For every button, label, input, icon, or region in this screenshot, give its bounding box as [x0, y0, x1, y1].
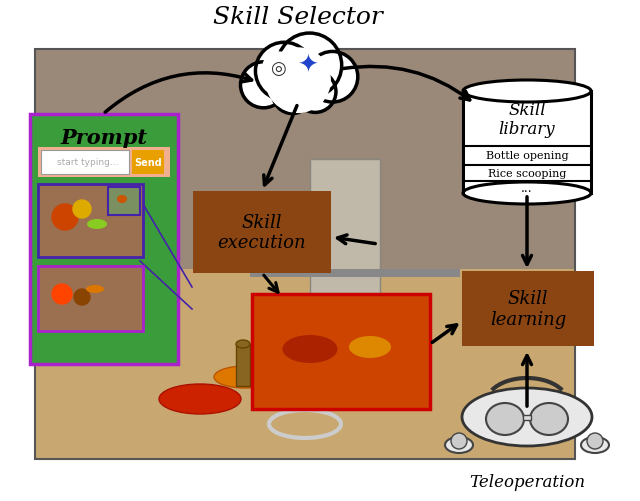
Circle shape: [294, 72, 336, 113]
Circle shape: [587, 433, 603, 449]
Bar: [108, 188, 140, 215]
Bar: [41, 151, 129, 175]
Bar: [132, 151, 164, 175]
Ellipse shape: [462, 388, 592, 446]
Bar: [252, 295, 430, 409]
Ellipse shape: [463, 183, 591, 204]
Circle shape: [241, 63, 287, 109]
Text: ✦: ✦: [298, 54, 319, 78]
Bar: [463, 92, 591, 193]
Ellipse shape: [87, 219, 107, 229]
Circle shape: [255, 43, 313, 101]
Ellipse shape: [236, 340, 250, 348]
Circle shape: [273, 75, 312, 114]
Ellipse shape: [486, 403, 524, 435]
Text: Bottle opening: Bottle opening: [486, 151, 568, 161]
Text: Prompt: Prompt: [61, 128, 147, 148]
Text: Send: Send: [134, 158, 162, 168]
Circle shape: [73, 200, 91, 218]
Ellipse shape: [214, 366, 276, 388]
Ellipse shape: [264, 371, 346, 397]
Bar: [523, 415, 531, 420]
Circle shape: [307, 52, 358, 103]
Text: ...: ...: [521, 182, 533, 195]
Circle shape: [277, 34, 342, 98]
Bar: [462, 272, 594, 346]
Text: Skill
library: Skill library: [499, 102, 556, 138]
Bar: [35, 270, 575, 459]
Bar: [38, 185, 143, 258]
Ellipse shape: [159, 384, 241, 414]
Bar: [35, 50, 575, 459]
Bar: [193, 191, 331, 274]
Bar: [310, 160, 380, 339]
Ellipse shape: [530, 403, 568, 435]
Text: Teleoperation: Teleoperation: [469, 473, 585, 490]
Text: Skill
execution: Skill execution: [218, 213, 307, 252]
Ellipse shape: [86, 286, 104, 294]
Ellipse shape: [117, 195, 127, 203]
Text: Rice scooping: Rice scooping: [488, 169, 566, 179]
Text: start typing...: start typing...: [57, 158, 118, 167]
Circle shape: [52, 204, 78, 230]
Ellipse shape: [463, 81, 591, 103]
Bar: [35, 50, 575, 459]
Circle shape: [451, 433, 467, 449]
Circle shape: [263, 53, 293, 83]
Bar: [250, 270, 460, 278]
Circle shape: [74, 290, 90, 306]
Text: ◎: ◎: [270, 60, 286, 78]
Bar: [236, 344, 250, 386]
Ellipse shape: [349, 336, 391, 358]
Ellipse shape: [445, 437, 473, 453]
Circle shape: [52, 285, 72, 305]
Text: Skill
learning: Skill learning: [490, 290, 566, 328]
Bar: [30, 115, 178, 364]
Text: Skill Selector: Skill Selector: [213, 6, 383, 29]
Ellipse shape: [581, 437, 609, 453]
Bar: [38, 267, 143, 331]
Ellipse shape: [282, 335, 337, 363]
Circle shape: [266, 49, 330, 113]
Bar: [38, 148, 170, 178]
